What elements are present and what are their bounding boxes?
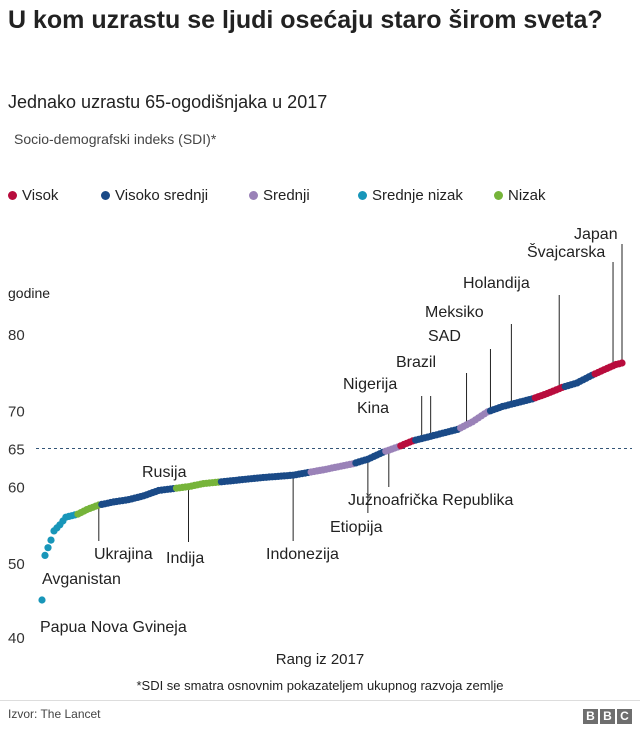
annotation-label: Indonezija [266,546,339,563]
annotation-label: Rusija [142,464,187,481]
y-tick-label: 80 [8,327,25,344]
annotation-label: Brazil [396,354,436,371]
sdi-label: Socio-demografski indeks (SDI)* [14,131,217,147]
source-text: Izvor: The Lancet [8,707,101,721]
legend: Visok Visoko srednji Srednji Srednje niz… [0,187,640,209]
legend-dot-icon [8,190,17,200]
annotation-label: Avganistan [42,571,121,588]
legend-label: Nizak [508,187,546,204]
country-point [41,551,49,559]
annotation-label: Švajcarska [527,242,605,261]
country-point [38,596,46,604]
legend-label: Visoko srednji [115,187,209,204]
annotation-label: Nigerija [343,376,397,393]
y-axis-label: godine [8,285,50,301]
age-scatter-chart: godine 40 50 60 65 70 80 Papua Nova Gvineja Avga… [8,226,632,668]
chart-title: U kom uzrastu se ljudi osećaju staro šir… [8,6,603,34]
annotation-label: Južnoafrička Republika [348,492,514,509]
y-tick-label: 60 [8,480,25,497]
bbc-logo-letter: B [583,709,598,724]
legend-label: Srednji [263,187,310,204]
legend-item-visok: Visok [8,187,58,204]
country-point [44,544,52,552]
annotation-label: Holandija [463,275,530,292]
annotation-label: Japan [574,226,618,243]
legend-item-visoko-srednji: Visoko srednji [101,187,208,204]
legend-dot-icon [101,190,110,200]
country-point [618,359,626,367]
annotation-label: Ukrajina [94,546,153,563]
legend-dot-icon [249,190,258,200]
annotation-label: SAD [428,328,461,345]
footnote: *SDI se smatra osnovnim pokazateljem uku… [136,678,504,693]
bbc-logo-letter: C [617,709,632,724]
y-tick-label: 40 [8,630,25,647]
annotation-label: Etiopija [330,519,383,536]
annotation-label: Kina [357,400,389,417]
legend-item-srednje-nizak: Srednje nizak [358,187,463,204]
legend-label: Visok [22,187,59,204]
legend-dot-icon [358,190,367,200]
country-point [47,536,55,544]
chart-subtitle: Jednako uzrastu 65-ogodišnjaka u 2017 [8,92,328,112]
annotation-label: Indija [166,550,204,567]
legend-label: Srednje nizak [372,187,463,204]
legend-dot-icon [494,190,503,200]
annotation-label: Meksiko [425,304,484,321]
y-tick-label: 65 [8,442,25,459]
legend-item-srednji: Srednji [249,187,310,204]
y-tick-label: 70 [8,403,25,420]
legend-item-nizak: Nizak [494,187,546,204]
annotation-label: Papua Nova Gvineja [40,619,187,636]
x-axis-label: Rang iz 2017 [276,651,364,668]
y-tick-label: 50 [8,556,25,573]
bbc-logo-letter: B [600,709,615,724]
